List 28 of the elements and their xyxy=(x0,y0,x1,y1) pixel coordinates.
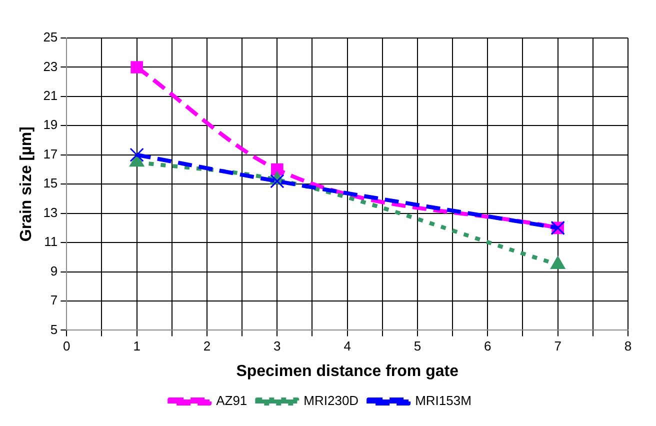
y-tick-label: 19 xyxy=(43,117,58,132)
x-tick-label: 1 xyxy=(133,338,140,354)
x-axis-title: Specimen distance from gate xyxy=(236,362,459,380)
y-tick-label: 17 xyxy=(43,146,58,162)
legend-label: AZ91 xyxy=(216,393,248,408)
y-tick-label: 21 xyxy=(43,88,58,104)
y-tick-label: 23 xyxy=(43,58,58,74)
y-tick-label: 7 xyxy=(50,292,58,308)
point xyxy=(270,174,284,188)
y-tick-label: 13 xyxy=(43,204,58,220)
y-axis-title: Grain size [µm] xyxy=(18,126,36,242)
x-tick-label: 6 xyxy=(484,338,492,354)
x-tick-label: 8 xyxy=(624,338,632,354)
y-tick-label: 9 xyxy=(50,263,58,278)
x-tick-label: 3 xyxy=(274,338,281,354)
x-tick-label: 2 xyxy=(203,338,211,354)
point xyxy=(130,148,144,162)
y-tick-label: 25 xyxy=(43,30,58,45)
y-tick-label: 15 xyxy=(43,176,58,191)
y-tick-label: 11 xyxy=(44,234,58,250)
x-tick-label: 5 xyxy=(414,338,422,354)
x-tick-label: 7 xyxy=(554,338,562,354)
legend-label: MRI230D xyxy=(304,393,359,408)
y-tick-label: 5 xyxy=(50,322,58,337)
x-tick-label: 4 xyxy=(344,338,351,354)
x-tick-label: 0 xyxy=(63,338,70,354)
legend-label: MRI153M xyxy=(415,393,472,408)
point xyxy=(130,61,143,74)
